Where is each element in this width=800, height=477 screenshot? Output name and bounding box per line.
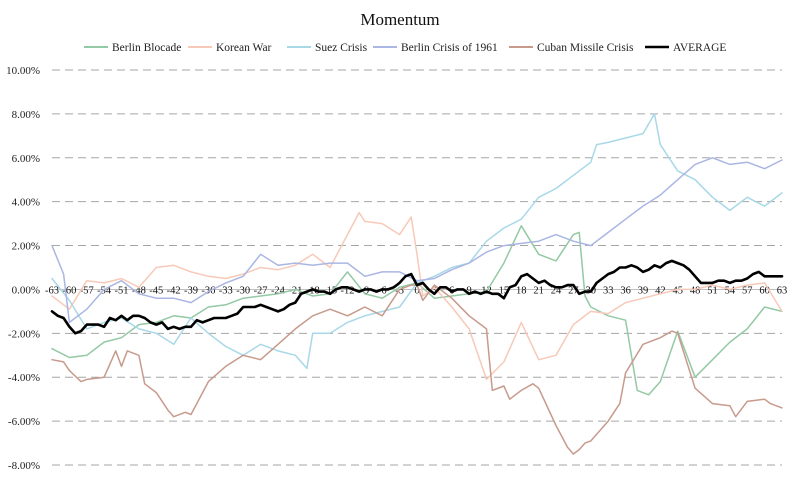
y-tick-label: -8.00% (8, 460, 40, 472)
chart-title: Momentum (360, 10, 439, 29)
legend: Berlin Blocade Korean War Suez Crisis Berli… (84, 42, 726, 54)
x-tick-label: -45 (149, 285, 163, 296)
series-lines (50, 113, 784, 455)
x-tick-label: -9 (360, 285, 369, 296)
x-tick-label: 18 (516, 285, 527, 296)
x-tick-label: -54 (97, 285, 112, 296)
x-tick-label: 63 (777, 285, 788, 296)
series-line-5 (50, 259, 784, 335)
x-tick-label: -21 (288, 285, 302, 296)
x-tick-label: -57 (80, 285, 94, 296)
legend-label: Berlin Blocade (112, 42, 181, 54)
x-tick-label: -30 (236, 285, 250, 296)
x-tick-label: -6 (378, 285, 387, 296)
x-tick-label: 60 (759, 285, 770, 296)
series-line-3 (51, 157, 783, 324)
x-tick-label: -60 (62, 285, 76, 296)
y-tick-label: 2.00% (12, 241, 40, 253)
x-tick-label: -39 (184, 285, 198, 296)
y-tick-label: -4.00% (8, 372, 40, 384)
y-tick-label: 6.00% (12, 153, 40, 165)
x-tick-label: -42 (167, 285, 181, 296)
x-axis: -63 -60 -57 -54 -51 -48 -45 -42 -39 -36 -33 -30 -27-… (45, 285, 787, 296)
x-tick-label: -27 (254, 285, 268, 296)
x-tick-label: 9 (467, 285, 472, 296)
x-tick-label: 42 (655, 285, 666, 296)
x-tick-label: -48 (132, 285, 146, 296)
x-tick-label: 33 (603, 285, 614, 296)
series-line-1 (51, 211, 783, 381)
gridlines (52, 69, 782, 466)
x-tick-label: 48 (690, 285, 701, 296)
x-tick-label: 3 (432, 285, 437, 296)
x-tick-label: -63 (45, 285, 59, 296)
y-tick-label: 0.00% (12, 284, 40, 296)
y-tick-label: -2.00% (8, 328, 40, 340)
y-tick-label: 4.00% (12, 197, 40, 209)
x-tick-label: -3 (395, 285, 404, 296)
legend-label: Berlin Crisis of 1961 (401, 42, 498, 54)
legend-label: AVERAGE (673, 42, 726, 54)
x-tick-label: -24 (271, 285, 286, 296)
y-tick-label: 8.00% (12, 109, 40, 121)
x-tick-label: 36 (620, 285, 631, 296)
legend-label: Korean War (216, 42, 272, 54)
x-tick-label: 39 (638, 285, 649, 296)
y-axis: -8.00% -6.00% -4.00% -2.00% 0.00% 2.00% 4.00% 6… (6, 65, 40, 472)
x-tick-label: -15 (323, 285, 337, 296)
x-tick-label: -12 (340, 285, 354, 296)
x-tick-label: 51 (707, 285, 718, 296)
series-line-2 (51, 113, 783, 370)
legend-label: Suez Crisis (315, 42, 368, 54)
y-tick-label: -6.00% (8, 416, 40, 428)
x-tick-label: 27 (568, 285, 579, 296)
x-tick-label: 57 (742, 285, 753, 296)
x-tick-label: -18 (306, 285, 320, 296)
series-line-4 (51, 284, 783, 455)
x-tick-label: 24 (551, 285, 562, 296)
x-tick-label: 0 (414, 285, 419, 296)
legend-label: Cuban Missile Crisis (537, 42, 634, 54)
x-tick-label: 45 (672, 285, 683, 296)
x-tick-label: -51 (115, 285, 129, 296)
x-tick-label: -33 (219, 285, 233, 296)
x-tick-label: 54 (725, 285, 736, 296)
x-tick-label: 21 (533, 285, 544, 296)
y-tick-label: 10.00% (6, 65, 40, 77)
x-tick-label: 15 (499, 285, 510, 296)
